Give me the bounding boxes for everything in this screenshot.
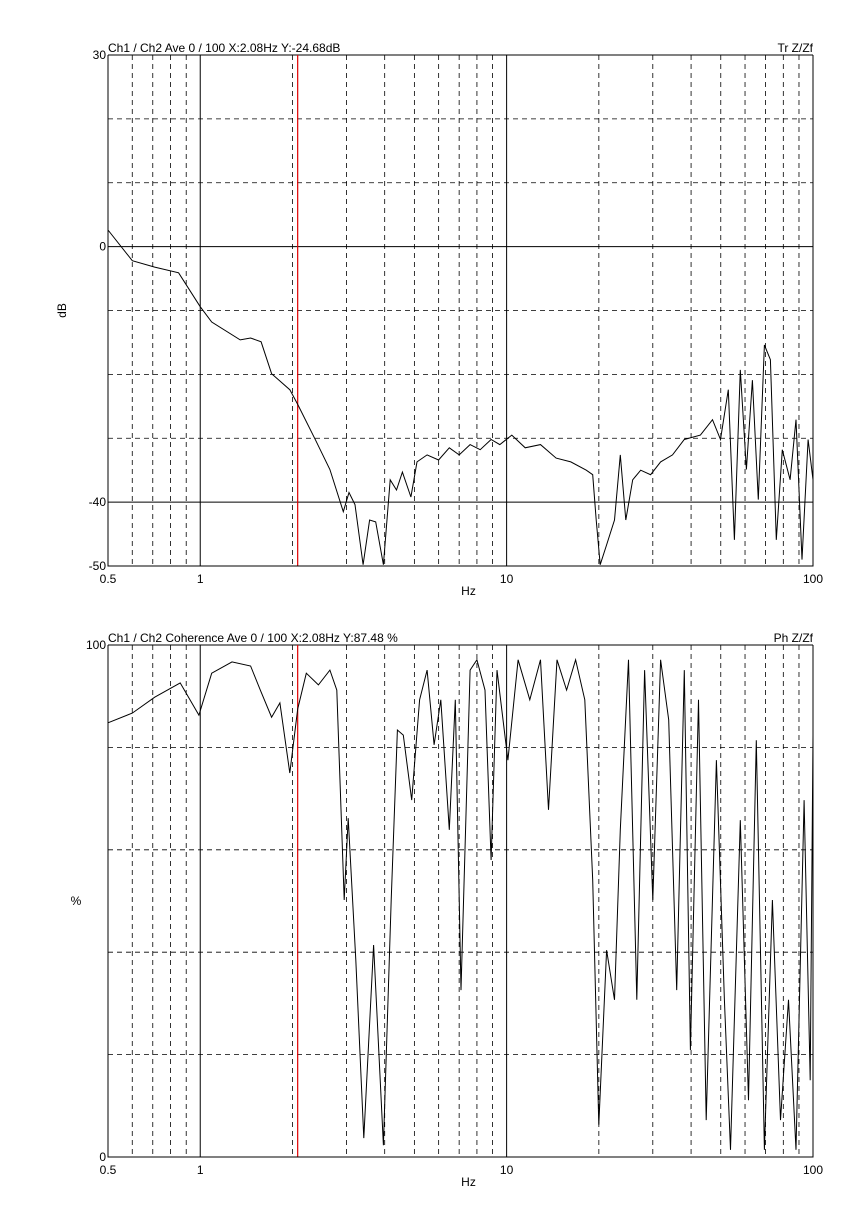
chart-title: Ch1 / Ch2 Ave 0 / 100 X:2.08Hz Y:-24.68d… (108, 41, 340, 55)
x-tick-label: 1 (197, 1163, 204, 1177)
x-tick-label: 1 (197, 572, 204, 586)
chart-annotation: Tr Z/Zf (777, 41, 813, 55)
x-tick-label: 0.5 (100, 572, 117, 586)
x-tick-label: 0.5 (100, 1163, 117, 1177)
x-tick-label: 100 (803, 1163, 823, 1177)
x-axis-label: Hz (461, 584, 476, 598)
plot-frame (107, 55, 814, 567)
x-tick-label: 100 (803, 572, 823, 586)
chart-annotation: Ph Z/Zf (774, 631, 814, 645)
y-tick-label: -40 (89, 495, 107, 509)
y-tick-label: 0 (99, 1150, 106, 1164)
y-tick-label: 100 (86, 638, 106, 652)
x-axis-label: Hz (461, 1175, 476, 1189)
plot-frame (107, 645, 814, 1158)
data-line (107, 657, 814, 1150)
y-axis-label: dB (55, 303, 69, 318)
x-tick-label: 10 (500, 1163, 514, 1177)
data-line (107, 229, 814, 565)
y-tick-label: 30 (93, 48, 107, 62)
panel: 0.5 1 10 100 100 0 Ch1 / Ch2 Coherence Ave 0 /… (71, 631, 824, 1189)
y-tick-label: -50 (89, 559, 107, 573)
chart-title: Ch1 / Ch2 Coherence Ave 0 / 100 X:2.08Hz… (108, 631, 398, 645)
y-tick-label: 0 (99, 240, 106, 254)
x-tick-label: 10 (500, 572, 514, 586)
panel: 0.5 1 10 100 30 0 -40 -50 Ch1 / Ch2 Ave 0 / 100 … (55, 41, 823, 598)
y-axis-label: % (71, 894, 82, 908)
